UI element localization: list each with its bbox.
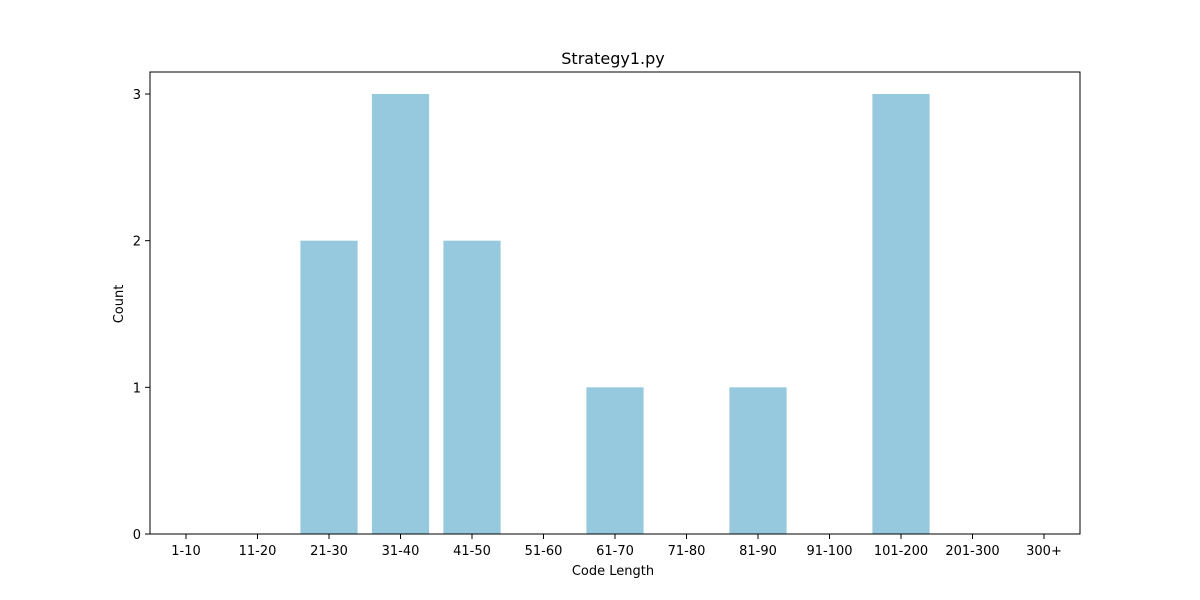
x-tick-label: 300+ — [1026, 544, 1062, 559]
x-tick-label: 11-20 — [239, 544, 277, 559]
bar-101-200 — [872, 94, 930, 534]
ticks-layer: 1-10 11-20 21-30 31-40 41-50 51-60 61-70 71-80 8… — [133, 88, 1062, 559]
x-tick-label: 1-10 — [171, 544, 201, 559]
y-tick-label: 1 — [133, 381, 141, 396]
x-tick-label: 71-80 — [668, 544, 706, 559]
x-tick-label: 61-70 — [596, 544, 634, 559]
x-tick-label: 41-50 — [453, 544, 491, 559]
x-axis-title: Code Length — [572, 564, 654, 579]
x-tick-label: 31-40 — [382, 544, 420, 559]
y-axis-title: Count — [112, 285, 127, 324]
bar-81-90 — [729, 387, 787, 534]
bar-21-30 — [300, 240, 358, 535]
y-tick-label: 3 — [133, 88, 141, 103]
chart-title: Strategy1.py — [561, 49, 664, 68]
x-tick-label: 201-300 — [945, 544, 999, 559]
y-tick-label: 0 — [133, 528, 141, 543]
bar-41-50 — [443, 240, 501, 535]
bars-layer — [300, 94, 930, 535]
x-tick-label: 101-200 — [874, 544, 928, 559]
bar-61-70 — [586, 387, 644, 534]
x-tick-label: 21-30 — [310, 544, 348, 559]
x-tick-label: 91-100 — [806, 544, 852, 559]
bar-31-40 — [371, 94, 430, 534]
y-tick-label: 2 — [133, 235, 141, 250]
x-tick-label: 51-60 — [525, 544, 563, 559]
plot-frame — [149, 71, 1081, 535]
x-tick-label: 81-90 — [739, 544, 777, 559]
